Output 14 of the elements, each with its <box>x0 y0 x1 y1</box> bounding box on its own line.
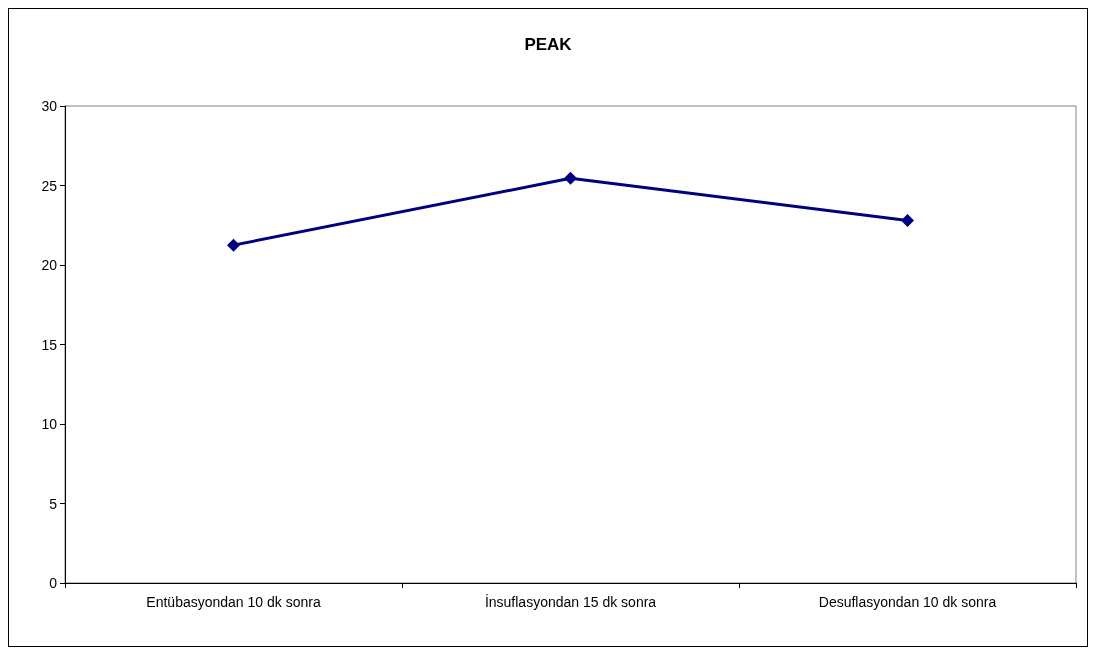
point <box>901 213 914 227</box>
chart-title: PEAK <box>524 35 573 54</box>
point <box>227 238 240 252</box>
point <box>564 171 577 185</box>
y-tick-label: 10 <box>41 416 58 432</box>
y-tick-label: 15 <box>41 336 58 353</box>
y-tick-label: 5 <box>49 495 58 512</box>
x-tick-label: Desuflasyondan 10 dk sonra <box>818 594 997 610</box>
y-tick-label: 30 <box>41 98 58 114</box>
y-tick-label: 25 <box>41 177 58 194</box>
y-tick-label: 0 <box>49 575 58 591</box>
y-tick-label: 20 <box>41 257 58 273</box>
x-tick-label: Entübasyondan 10 dk sonra <box>146 594 321 610</box>
x-tick-label: İnsuflasyondan 15 dk sonra <box>484 593 657 610</box>
